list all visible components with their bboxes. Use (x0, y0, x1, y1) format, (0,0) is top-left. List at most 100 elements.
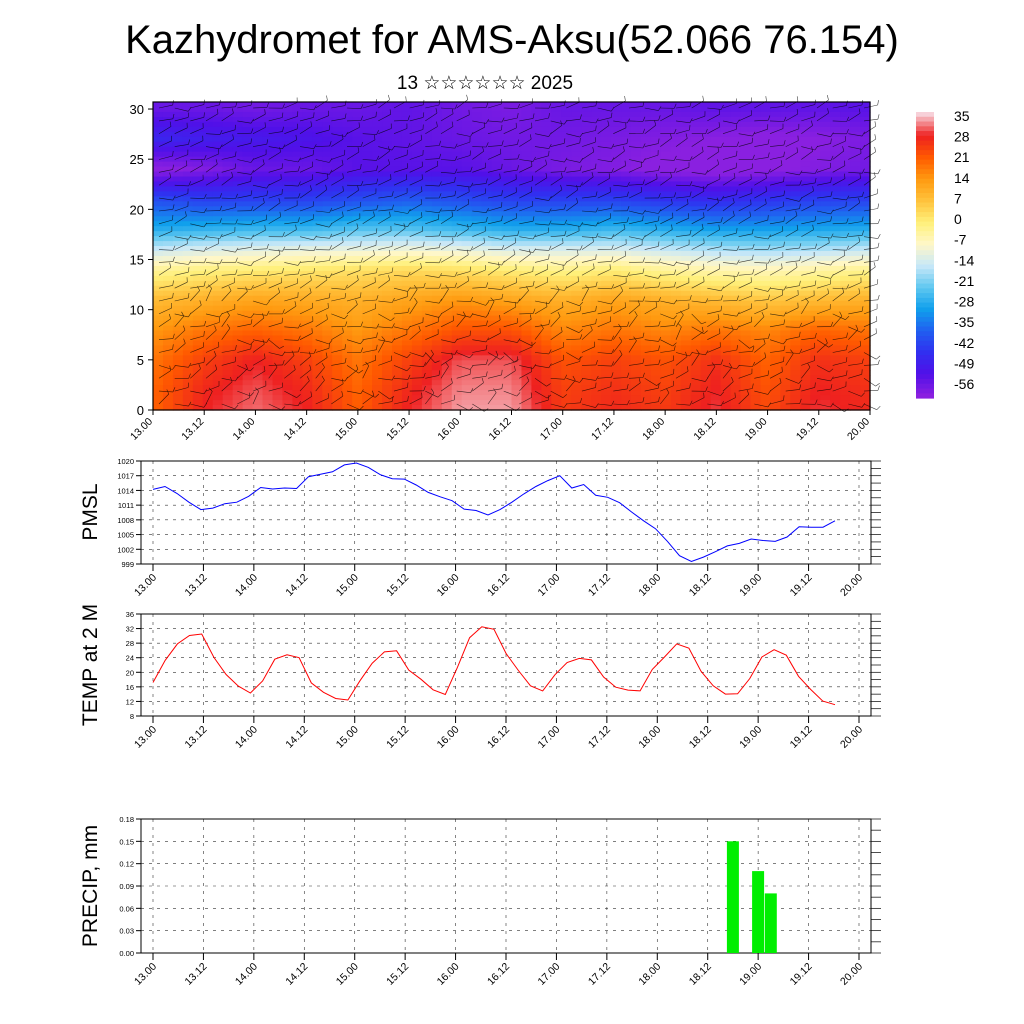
heatmap-cell (531, 275, 542, 282)
heatmap-cell (451, 300, 463, 307)
heatmap-cell (212, 360, 224, 366)
wind-barb (315, 129, 330, 134)
heatmap-cell (581, 156, 592, 163)
heatmap-cell (153, 315, 164, 322)
heatmap-cell (631, 325, 642, 332)
wind-barb (221, 139, 234, 147)
heatmap-cell (162, 102, 174, 108)
heatmap-cell (680, 231, 692, 237)
heatmap-cell (202, 305, 214, 312)
heatmap-cell (401, 400, 413, 406)
heatmap-cell (710, 390, 722, 396)
heatmap-cell (621, 206, 632, 212)
heatmap-cell (690, 246, 702, 252)
heatmap-cell (640, 325, 652, 332)
heatmap-cell (760, 116, 772, 123)
heatmap-cell (541, 126, 552, 133)
heatmap-cell (292, 330, 303, 337)
heatmap-cell (780, 102, 791, 108)
heatmap-cell (382, 211, 393, 217)
wind-barb (174, 365, 189, 368)
heatmap-cell (501, 131, 513, 138)
heatmap-cell (162, 300, 174, 307)
heatmap-cell (382, 141, 393, 148)
heatmap-cell (780, 241, 791, 247)
heatmap-cell (262, 385, 274, 391)
heatmap-cell (441, 325, 453, 332)
wind-barb-flag (215, 364, 218, 370)
heatmap-cell (501, 221, 513, 227)
heatmap-cell (302, 111, 313, 118)
heatmap-cell (561, 121, 572, 128)
wind-barb (299, 236, 314, 241)
heatmap-cell (700, 166, 712, 173)
heatmap-cell (700, 395, 712, 401)
heatmap-cell (392, 216, 403, 222)
heatmap-cell (153, 265, 164, 272)
heatmap-cell (700, 196, 712, 202)
heatmap-cell (860, 106, 871, 113)
wind-barb (221, 168, 236, 173)
heatmap-cell (252, 221, 264, 227)
heatmap-cell (312, 300, 323, 307)
heatmap-cell (541, 385, 552, 391)
heatmap-cell (710, 275, 722, 282)
heatmap-cell (212, 231, 224, 237)
heatmap-cell (850, 141, 861, 148)
heatmap-cell (172, 355, 184, 361)
heatmap-cell (491, 111, 503, 118)
wind-barb-flag (250, 340, 255, 345)
wind-barb (237, 390, 251, 397)
heatmap-cell (202, 171, 214, 178)
heatmap-cell (392, 265, 403, 272)
heatmap-cell (471, 395, 483, 401)
heatmap-cell (272, 136, 284, 143)
heatmap-cell (680, 310, 692, 317)
heatmap-cell (392, 156, 403, 163)
heatmap-cell (242, 320, 254, 327)
wind-barb-flag (262, 159, 265, 165)
heatmap-cell (451, 260, 463, 267)
heatmap-cell (640, 355, 652, 361)
heatmap-cell (362, 375, 373, 381)
heatmap-cell (601, 171, 612, 178)
heatmap-cell (780, 335, 791, 342)
heatmap-cell (222, 106, 234, 113)
heatmap-cell (182, 355, 194, 361)
heatmap-cell (770, 111, 781, 118)
heatmap-cell (372, 231, 383, 237)
wind-barb-flag (187, 382, 189, 388)
heatmap-cell (591, 380, 602, 386)
heatmap-cell (172, 181, 184, 188)
heatmap-cell (382, 241, 393, 247)
heatmap-cell (302, 285, 313, 292)
heatmap-cell (521, 121, 533, 128)
heatmap-cell (740, 260, 752, 267)
heatmap-cell (800, 315, 811, 322)
wind-barb (315, 223, 330, 228)
heatmap-cell (232, 121, 244, 128)
heatmap-cell (182, 176, 194, 183)
heatmap-cell (252, 126, 264, 133)
heatmap-cell (312, 256, 323, 262)
heatmap-cell (302, 360, 313, 366)
heatmap-cell (740, 131, 752, 138)
heatmap-cell (830, 126, 841, 133)
wind-barb (252, 107, 268, 109)
heatmap-cell (192, 181, 204, 188)
wind-barb (205, 113, 219, 122)
heatmap-cell (421, 330, 433, 337)
heatmap-cell (810, 206, 821, 212)
heatmap-cell (850, 395, 861, 401)
wind-barb-flag (313, 268, 316, 274)
heatmap-cell (660, 275, 672, 282)
heatmap-cell (292, 370, 303, 376)
heatmap-cell (521, 270, 533, 277)
heatmap-cell (302, 121, 313, 128)
heatmap-cell (750, 236, 762, 242)
heatmap-cell (182, 345, 194, 351)
wind-barb (252, 339, 267, 343)
heatmap-cell (153, 400, 164, 406)
heatmap-cell (382, 221, 393, 227)
heatmap-cell (421, 176, 433, 183)
